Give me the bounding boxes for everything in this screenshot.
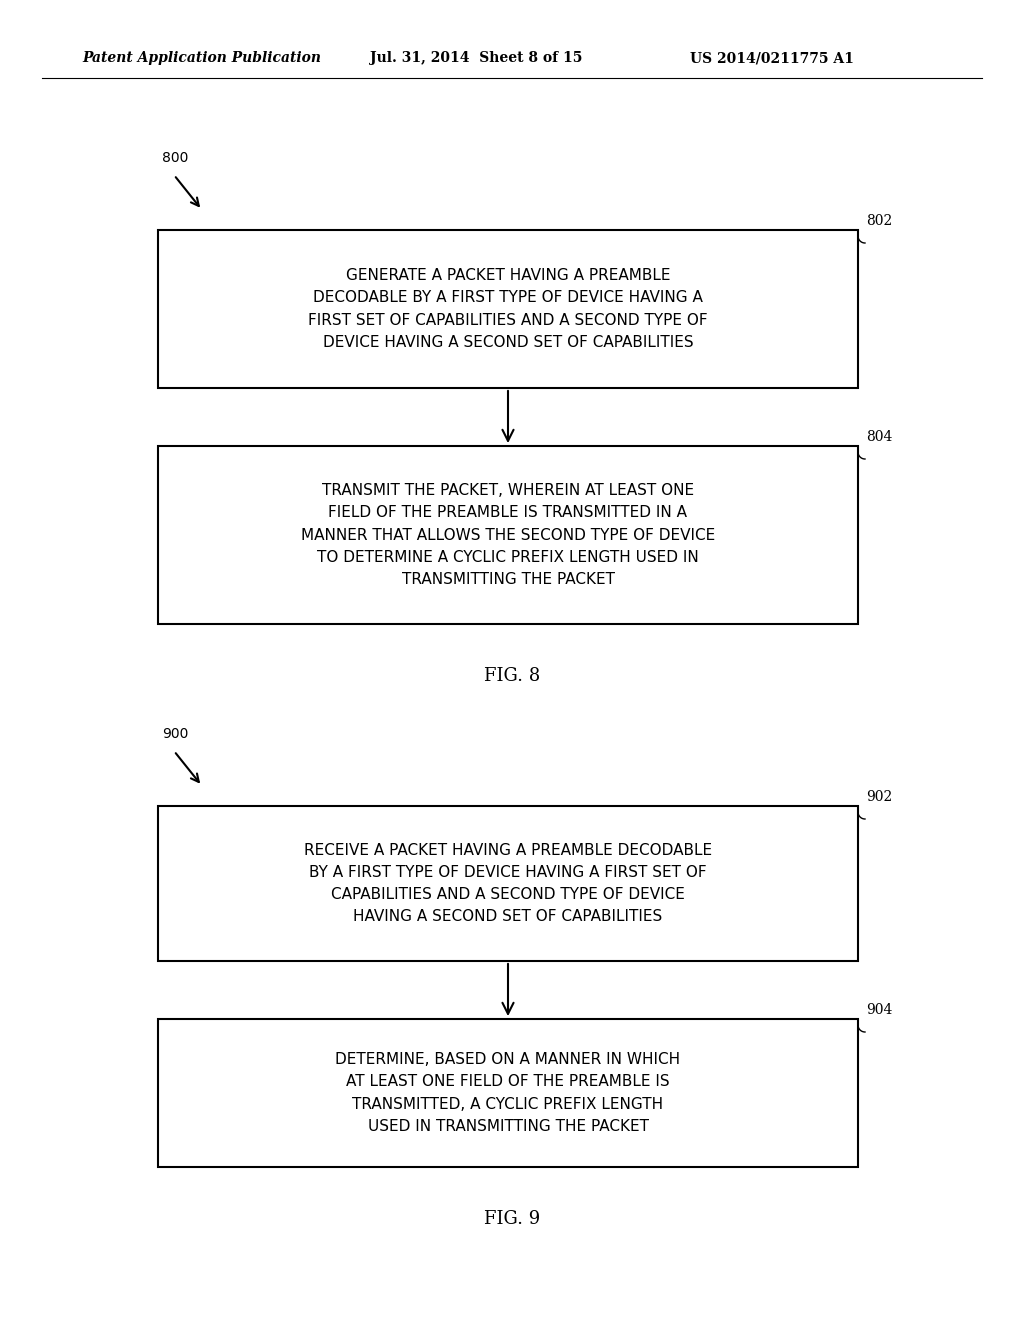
Text: 804: 804 [866,430,892,444]
Text: 800: 800 [162,150,188,165]
Text: FIG. 9: FIG. 9 [484,1210,540,1228]
Bar [158,807,858,961]
Bar [158,446,858,624]
Text: US 2014/0211775 A1: US 2014/0211775 A1 [690,51,854,65]
Text: FIG. 8: FIG. 8 [484,667,540,685]
Text: 802: 802 [866,214,892,228]
Text: 900: 900 [162,727,188,741]
Text: RECEIVE A PACKET HAVING A PREAMBLE DECODABLE
BY A FIRST TYPE OF DEVICE HAVING A : RECEIVE A PACKET HAVING A PREAMBLE DECOD… [304,842,712,924]
Text: GENERATE A PACKET HAVING A PREAMBLE
DECODABLE BY A FIRST TYPE OF DEVICE HAVING A: GENERATE A PACKET HAVING A PREAMBLE DECO… [308,268,708,350]
Bar [158,230,858,388]
Bar [158,1019,858,1167]
Text: Patent Application Publication: Patent Application Publication [82,51,321,65]
Text: Jul. 31, 2014  Sheet 8 of 15: Jul. 31, 2014 Sheet 8 of 15 [370,51,583,65]
Text: 902: 902 [866,789,892,804]
Text: TRANSMIT THE PACKET, WHEREIN AT LEAST ONE
FIELD OF THE PREAMBLE IS TRANSMITTED I: TRANSMIT THE PACKET, WHEREIN AT LEAST ON… [301,483,715,587]
Text: DETERMINE, BASED ON A MANNER IN WHICH
AT LEAST ONE FIELD OF THE PREAMBLE IS
TRAN: DETERMINE, BASED ON A MANNER IN WHICH AT… [336,1052,681,1134]
Text: 904: 904 [866,1003,892,1016]
